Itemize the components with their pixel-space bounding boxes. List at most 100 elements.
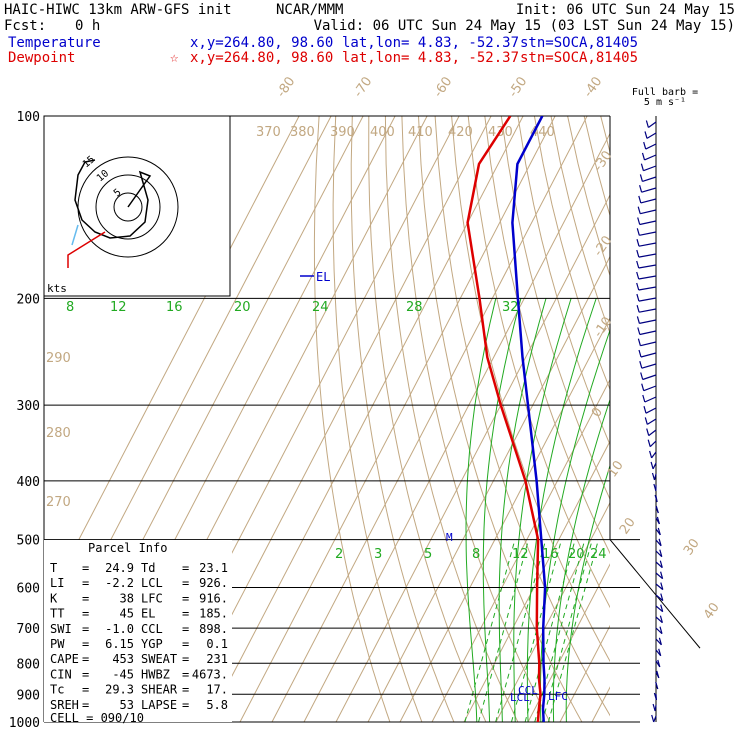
- mixing-ratio-label-lower: 3: [374, 547, 382, 562]
- wind-barb-staff: [640, 352, 657, 358]
- isotherm-line: [559, 624, 610, 722]
- theta-label: 290: [46, 351, 71, 366]
- legend-temperature-xy: x,y=264.80, 98.60: [190, 35, 333, 51]
- parcel-key: YGP: [141, 637, 163, 651]
- mixing-ratio-label-upper: 12: [110, 300, 127, 315]
- parcel-eq: =: [82, 622, 89, 636]
- isotherm-label: -30: [591, 148, 615, 174]
- parcel-value: 29.3: [105, 683, 134, 697]
- theta-label: 420: [448, 125, 473, 140]
- wind-barb-flag: [653, 692, 657, 701]
- wind-barb-staff: [645, 143, 657, 150]
- dry-adiabat-line: [332, 116, 423, 722]
- wind-barb-staff: [644, 396, 657, 403]
- wind-barb-flag: [640, 372, 644, 380]
- wind-barb-staff: [639, 231, 657, 236]
- barb-title-2: 5 m s⁻¹: [644, 97, 686, 108]
- hodo-ring-label-5: 5: [112, 187, 124, 199]
- wind-barb-flag: [639, 174, 643, 182]
- mixing-ratio-label-lower: 24: [590, 547, 607, 562]
- wind-barb-staff: [651, 451, 657, 459]
- isotherm-line: [495, 501, 610, 722]
- parcel-eq: =: [82, 698, 89, 712]
- wind-barb-flag: [650, 461, 654, 470]
- isotherm-label: -50: [506, 74, 530, 100]
- wind-barb-staff: [638, 275, 657, 280]
- fcst-label: Fcst:: [4, 18, 46, 34]
- parcel-value: 45: [120, 607, 134, 621]
- wind-barb-flag: [636, 249, 640, 258]
- parcel-key: Td: [141, 561, 155, 575]
- parcel-key: HWBZ: [141, 667, 170, 681]
- parcel-eq: =: [182, 698, 189, 712]
- wind-barb-flag: [639, 185, 643, 193]
- mixing-ratio-line: [547, 539, 599, 722]
- el-label: EL: [316, 270, 330, 284]
- temperature-profile: [511, 116, 547, 722]
- isotherm-label: 0: [589, 405, 606, 420]
- wind-barb-staff: [638, 253, 657, 258]
- wind-barb-flag: [660, 571, 664, 579]
- isotherm-line: [207, 116, 524, 722]
- parcel-eq: =: [182, 622, 189, 636]
- dry-adiabat-line: [384, 116, 519, 722]
- theta-label: 270: [46, 495, 71, 510]
- wind-barb-staff: [638, 286, 657, 291]
- wind-barb-flag: [643, 406, 647, 414]
- wind-barb-staff: [655, 594, 664, 602]
- isotherm-label: -60: [431, 74, 455, 100]
- wind-barb-staff: [645, 407, 657, 414]
- parcel-value: 453: [112, 652, 134, 666]
- wind-barb-flag: [640, 163, 644, 171]
- wind-barb-flag: [659, 626, 663, 634]
- parcel-key: PW: [50, 637, 65, 651]
- dry-adiabat-line: [313, 116, 391, 722]
- wind-barb-staff: [638, 297, 657, 302]
- wind-barb-flag: [636, 316, 640, 324]
- hodo-ring-5: [113, 192, 143, 222]
- wind-barb-staff: [646, 132, 657, 139]
- isotherm-line: [367, 255, 610, 722]
- dry-adiabat-line: [533, 116, 610, 391]
- isotherm-line: [239, 116, 556, 722]
- wind-barb-flag: [656, 516, 660, 525]
- parcel-eq: =: [82, 637, 89, 651]
- parcel-key: T: [50, 561, 57, 575]
- theta-label: 370: [256, 125, 281, 140]
- wind-barb-staff: [655, 550, 663, 558]
- wind-barb-staff: [648, 429, 657, 437]
- parcel-value: 38: [120, 591, 134, 605]
- parcel-key: LFC: [141, 591, 163, 605]
- wind-barb-staff: [643, 385, 657, 392]
- wind-barb-flag: [645, 120, 649, 128]
- wind-barb-flag: [637, 327, 641, 335]
- wind-barb-flag: [644, 417, 648, 425]
- wind-barb-flag: [636, 305, 640, 313]
- parcel-value: 898.: [199, 622, 228, 636]
- wind-barb-flag: [654, 494, 658, 503]
- isotherm-label: -70: [351, 74, 375, 100]
- m-label: M: [446, 531, 453, 544]
- parcel-eq: =: [182, 607, 189, 621]
- wind-barb-flag: [636, 239, 640, 247]
- theta-label: 280: [46, 426, 71, 441]
- isotherm-line: [271, 116, 588, 722]
- wind-barb-staff: [653, 715, 657, 723]
- wind-barb-flag: [659, 549, 663, 557]
- parcel-eq: =: [82, 561, 89, 575]
- org-label: NCAR/MMM: [276, 2, 343, 18]
- parcel-value: 17.: [206, 683, 228, 697]
- mixing-ratio-line: [541, 539, 593, 722]
- wind-barb-staff: [655, 572, 663, 580]
- level-annotations: EL M CCL LCL LFC: [300, 270, 568, 704]
- parcel-value: 231: [206, 652, 228, 666]
- mixing-ratio-label-lower: 20: [568, 547, 585, 562]
- theta-label: 400: [370, 125, 395, 140]
- wind-barb-staff: [642, 176, 657, 182]
- parcel-key: EL: [141, 607, 155, 621]
- parcel-value: 185.: [199, 607, 228, 621]
- parcel-eq: =: [82, 683, 89, 697]
- parcel-key: LAPSE: [141, 698, 177, 712]
- parcel-eq: =: [182, 576, 189, 590]
